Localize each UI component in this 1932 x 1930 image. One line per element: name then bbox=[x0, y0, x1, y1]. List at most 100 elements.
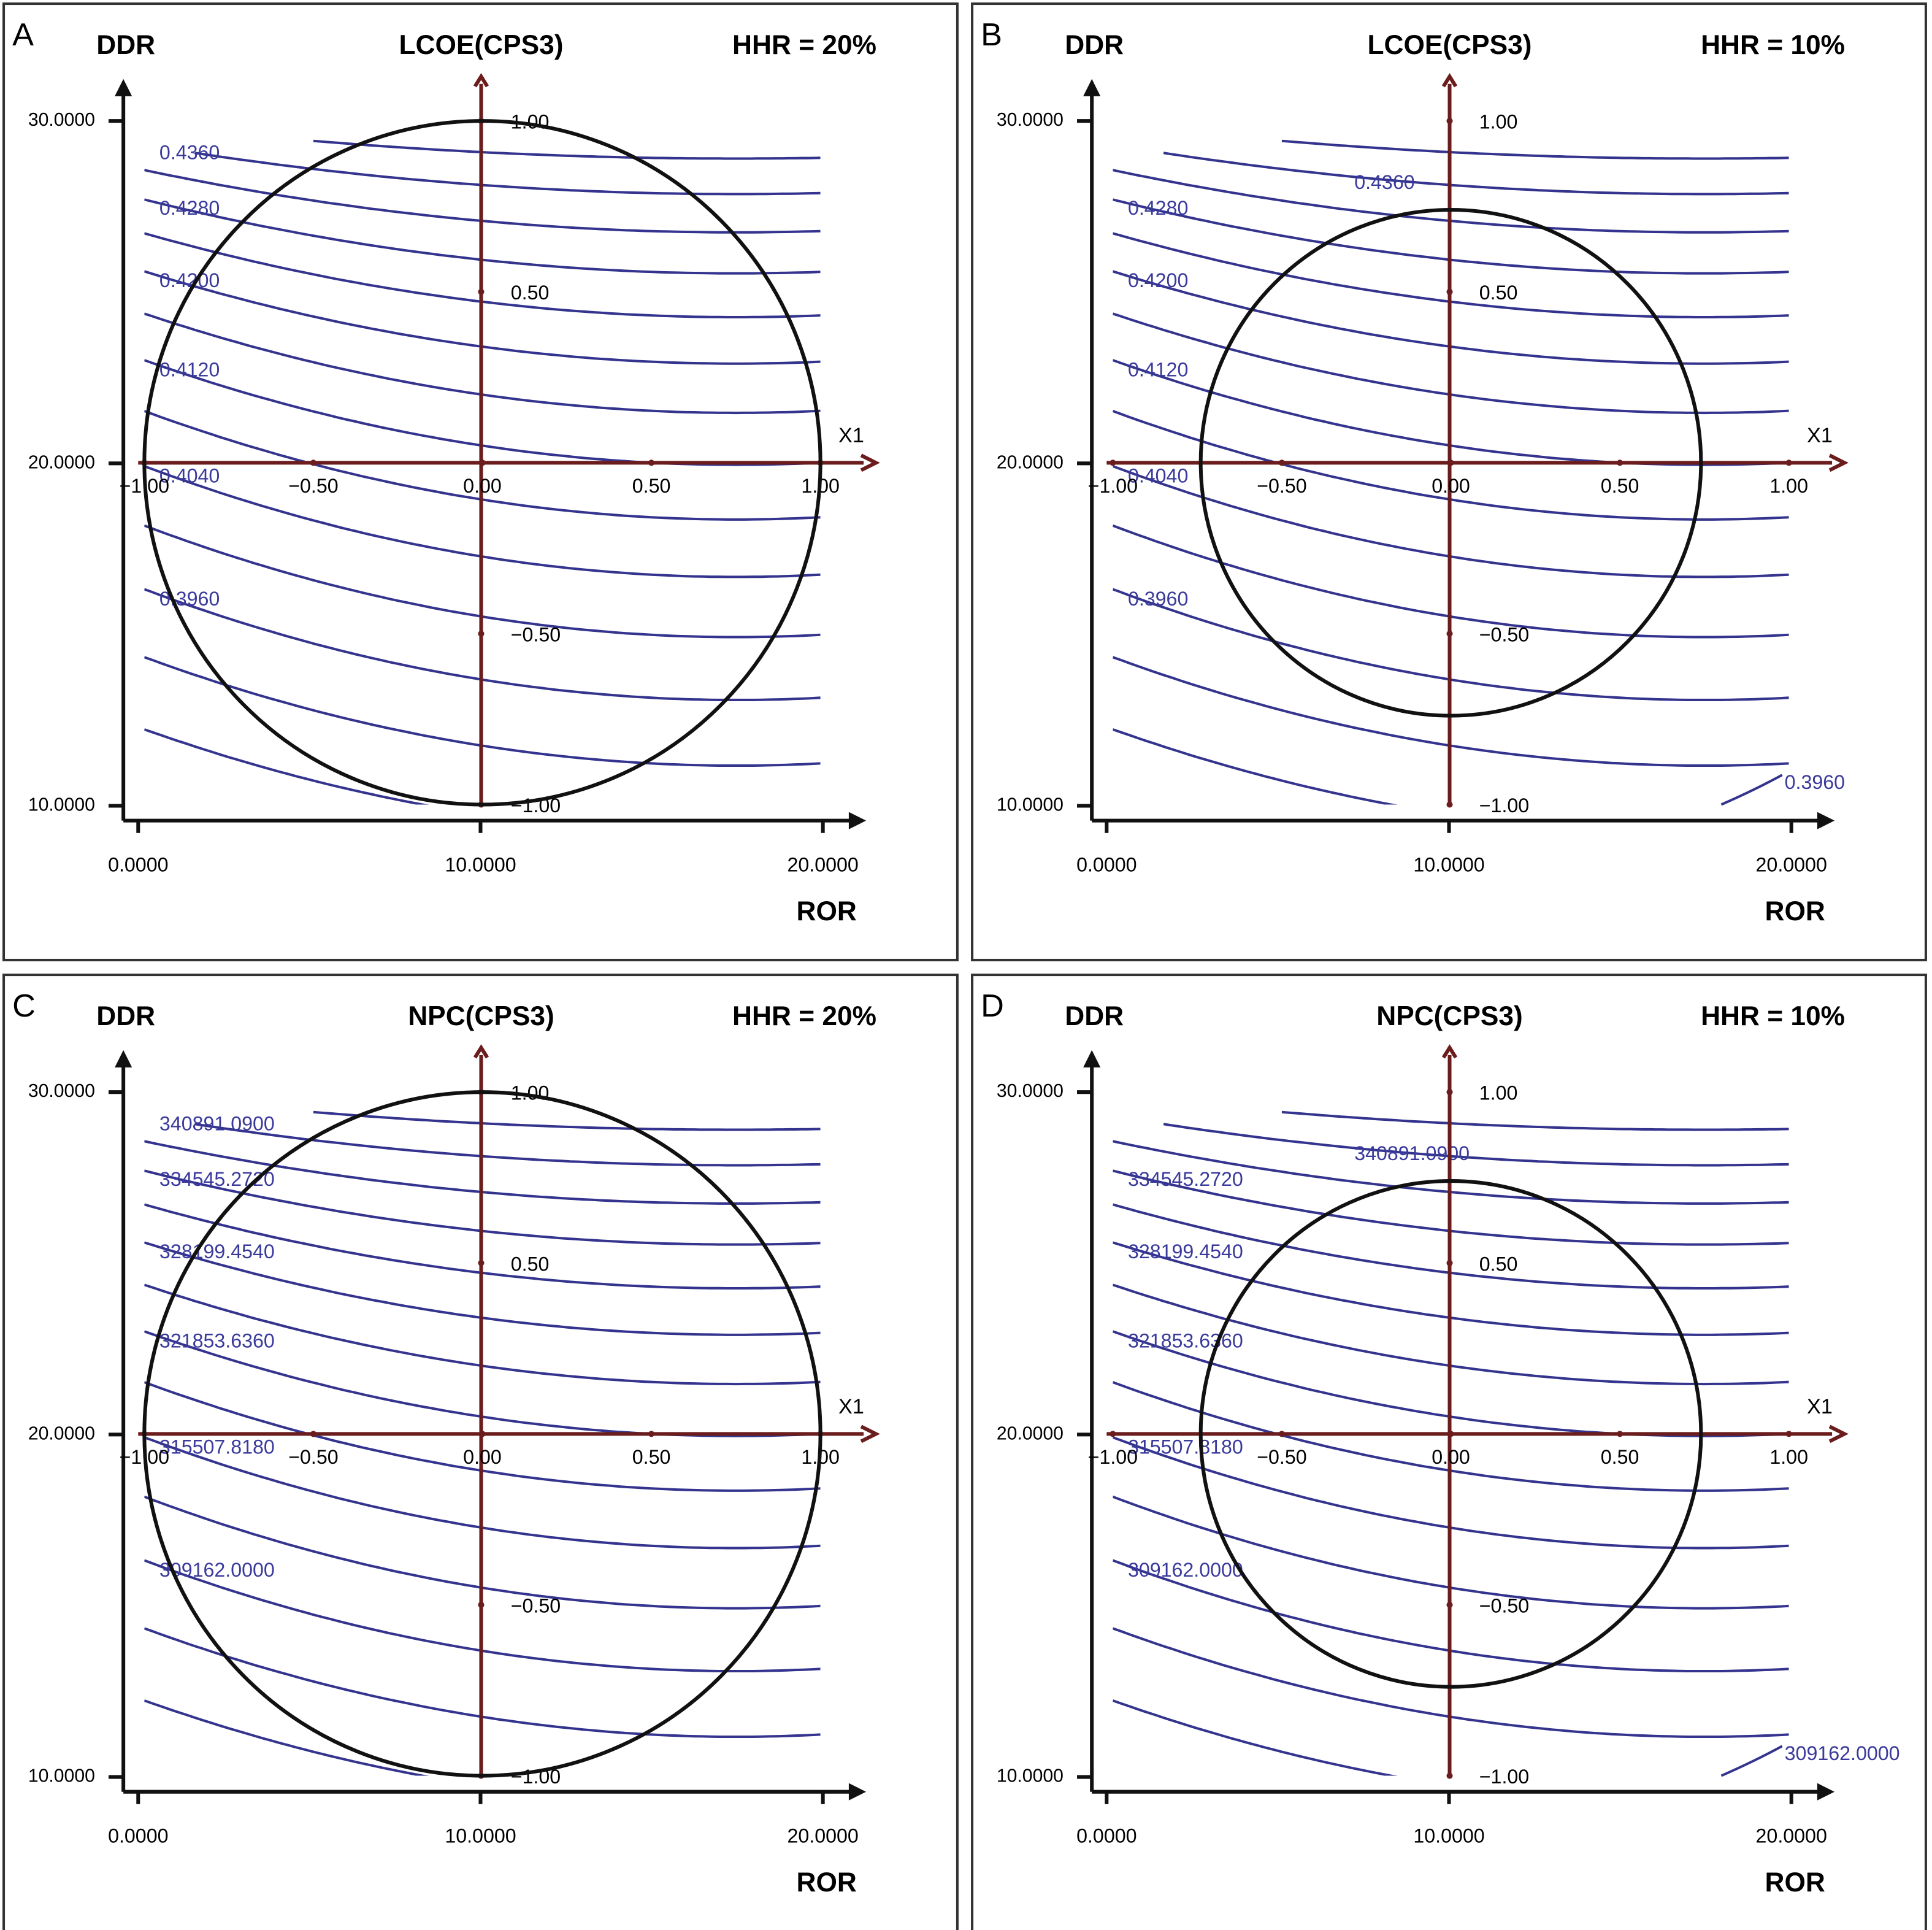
contour-line bbox=[313, 139, 821, 160]
x-axis-label: ROR bbox=[797, 896, 857, 926]
coded-axis-label: X1 bbox=[1807, 424, 1833, 447]
panel-frame bbox=[971, 2, 1927, 961]
contour-label: 0.4120 bbox=[1128, 359, 1188, 381]
y-tick-label: 30.0000 bbox=[28, 110, 95, 130]
contour-label: 309162.0000 bbox=[1785, 1742, 1900, 1764]
contour-line bbox=[1720, 1745, 1783, 1777]
contour-line bbox=[144, 1699, 429, 1776]
coded-x-tick-label: 1.00 bbox=[1769, 1446, 1808, 1468]
x-tick-label: 20.0000 bbox=[788, 1825, 859, 1847]
x-axis-arrow bbox=[848, 812, 867, 829]
coded-y-arrow bbox=[473, 1044, 489, 1059]
x-tick-label: 20.0000 bbox=[788, 854, 859, 876]
x-tick-label: 20.0000 bbox=[1756, 854, 1827, 876]
coded-y-tick bbox=[1446, 1089, 1453, 1096]
coded-y-tick bbox=[1446, 801, 1453, 808]
coded-x-tick bbox=[479, 459, 486, 466]
coded-axis-label: X1 bbox=[838, 1395, 864, 1418]
y-axis-label: DDR bbox=[96, 1001, 155, 1031]
x-tick-label: 0.0000 bbox=[108, 1825, 168, 1847]
coded-x-tick bbox=[310, 1431, 316, 1437]
y-tick-label: 10.0000 bbox=[28, 794, 95, 815]
coded-y-tick-label: 0.50 bbox=[1479, 282, 1518, 304]
coded-x-tick-label: 0.00 bbox=[1432, 475, 1470, 497]
coded-x-tick-label: −0.50 bbox=[1257, 1446, 1306, 1468]
panel-frame bbox=[971, 974, 1927, 1930]
contour-label: 315507.8180 bbox=[159, 1436, 275, 1458]
contour-label: 0.4040 bbox=[159, 465, 220, 487]
panel-label: B bbox=[981, 17, 1002, 53]
y-tick-label: 10.0000 bbox=[28, 1766, 95, 1786]
y-tick-label: 20.0000 bbox=[28, 1423, 95, 1444]
coded-y-tick bbox=[1446, 288, 1453, 295]
coded-x-tick bbox=[310, 459, 316, 466]
coded-x-tick bbox=[1447, 1431, 1454, 1437]
x-tick-label: 0.0000 bbox=[108, 854, 168, 876]
contour-label: 309162.0000 bbox=[1128, 1559, 1243, 1581]
panel-frame bbox=[2, 2, 959, 961]
coded-x-tick-label: 1.00 bbox=[1769, 475, 1808, 497]
coded-y-tick bbox=[478, 630, 485, 637]
contour-line bbox=[1281, 1110, 1789, 1131]
x-tick-label: 10.0000 bbox=[445, 1825, 516, 1847]
coded-x-tick-label: 0.00 bbox=[463, 1446, 502, 1468]
contour-label: 0.4280 bbox=[159, 197, 220, 219]
coded-x-tick-label: 0.50 bbox=[1601, 1446, 1639, 1468]
chart-title: NPC(CPS3) bbox=[1376, 1001, 1523, 1031]
y-tick-label: 30.0000 bbox=[997, 110, 1064, 130]
panel-frame bbox=[2, 974, 959, 1930]
coded-y-tick-label: 0.50 bbox=[1479, 1253, 1518, 1275]
coded-y-tick-label: 1.00 bbox=[1479, 111, 1518, 133]
panel: B DDR LCOE(CPS3) HHR = 10% ROR 10.0000 20.0000… bbox=[971, 2, 1927, 961]
coded-x-tick bbox=[1785, 1431, 1792, 1437]
coded-y-tick bbox=[478, 288, 485, 295]
coded-x-tick-label: 0.00 bbox=[463, 475, 502, 497]
coded-y-tick-label: −1.00 bbox=[1479, 1766, 1529, 1788]
coded-x-tick bbox=[1278, 1431, 1285, 1437]
coded-x-tick bbox=[1617, 459, 1623, 466]
x-axis-label: ROR bbox=[1765, 1867, 1825, 1897]
coded-axis-label: X1 bbox=[838, 424, 864, 447]
contour-line bbox=[1163, 152, 1789, 196]
contour-label: 0.4360 bbox=[1354, 171, 1414, 193]
coded-x-tick bbox=[479, 1431, 486, 1437]
y-tick-label: 20.0000 bbox=[997, 452, 1064, 472]
y-axis-label: DDR bbox=[1065, 30, 1124, 60]
coded-x-arrow bbox=[1828, 453, 1849, 472]
coded-x-tick bbox=[648, 1431, 655, 1437]
coded-x-tick bbox=[1447, 459, 1454, 466]
y-axis-label: DDR bbox=[1065, 1001, 1124, 1031]
coded-y-arrow bbox=[473, 73, 489, 88]
contour-line bbox=[194, 1123, 821, 1167]
coded-y-tick bbox=[1446, 118, 1453, 125]
coded-y-tick-label: 0.50 bbox=[511, 1253, 550, 1275]
contour-line bbox=[1113, 728, 1398, 805]
annotation: HHR = 10% bbox=[1701, 1001, 1845, 1031]
coded-axis-label: X1 bbox=[1807, 1395, 1833, 1418]
x-tick-label: 10.0000 bbox=[1413, 854, 1484, 876]
coded-x-tick bbox=[1278, 459, 1285, 466]
x-axis-arrow bbox=[1817, 1783, 1835, 1801]
y-axis-arrow bbox=[1083, 79, 1101, 96]
contour-label: 0.3960 bbox=[1128, 588, 1188, 610]
coded-x-tick-label: −0.50 bbox=[288, 1446, 338, 1468]
y-axis-arrow bbox=[115, 79, 132, 96]
coded-y-tick bbox=[478, 1259, 485, 1266]
contours bbox=[1113, 1110, 1789, 1776]
panel-label: D bbox=[981, 988, 1004, 1024]
panel: C DDR NPC(CPS3) HHR = 20% ROR 10.0000 20.0000 3… bbox=[2, 974, 959, 1930]
coded-x-tick-label: −0.50 bbox=[1257, 475, 1306, 497]
x-tick-label: 0.0000 bbox=[1076, 854, 1137, 876]
contour-line bbox=[1720, 774, 1783, 806]
contour-label: 0.4280 bbox=[1128, 197, 1188, 219]
contour-label: 340891.0900 bbox=[159, 1112, 275, 1134]
coded-x-tick-label: 0.50 bbox=[1601, 475, 1639, 497]
chart-title: LCOE(CPS3) bbox=[1368, 30, 1532, 60]
contour-line bbox=[1163, 1123, 1789, 1167]
y-axis-arrow bbox=[1083, 1050, 1101, 1067]
coded-y-tick-label: −0.50 bbox=[511, 623, 561, 645]
design-region bbox=[1198, 207, 1703, 718]
chart-title: NPC(CPS3) bbox=[408, 1001, 554, 1031]
